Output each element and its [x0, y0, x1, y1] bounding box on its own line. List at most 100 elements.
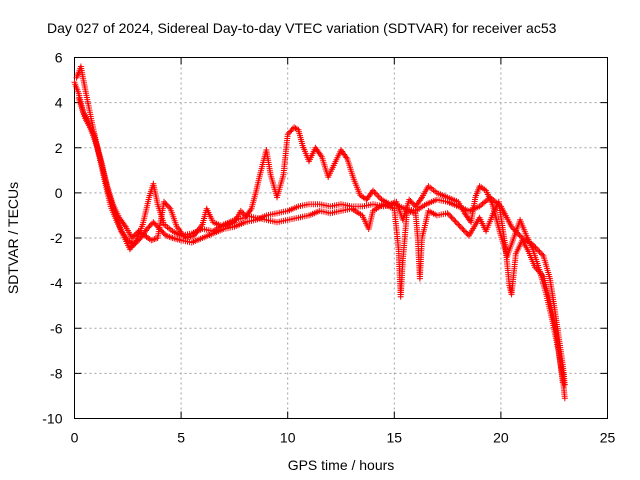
- data-point: [523, 232, 535, 251]
- data-point: [71, 79, 82, 95]
- data-point: [380, 201, 396, 211]
- tick-labels: 0 5 10 15 20 25 -10 -8 -6 -4 -2 0 2 4 6: [42, 50, 615, 446]
- data-point: [529, 246, 542, 271]
- data-point: [391, 205, 402, 251]
- data-point: [433, 189, 449, 200]
- data-point: [483, 187, 495, 206]
- data-point: [306, 208, 321, 219]
- data-point: [203, 205, 216, 224]
- data-point: [274, 217, 289, 226]
- data-point: [316, 201, 332, 209]
- series-track-c: [75, 95, 566, 386]
- data-point: [444, 198, 460, 209]
- y-tick-label: -6: [50, 320, 63, 336]
- data-point: [188, 235, 204, 246]
- data-point: [561, 395, 568, 402]
- data-point: [540, 253, 553, 280]
- data-point: [532, 264, 546, 278]
- data-point: [312, 144, 324, 159]
- data-point: [210, 219, 225, 229]
- data-point: [455, 198, 467, 215]
- data-point: [359, 201, 374, 210]
- data-point: [476, 183, 488, 193]
- data-point: [274, 173, 286, 201]
- data-point: [284, 204, 300, 214]
- plot-frame: [74, 57, 608, 419]
- data-point: [425, 207, 439, 218]
- data-point: [109, 201, 122, 219]
- x-tick-label: 25: [600, 430, 616, 446]
- data-point: [387, 199, 398, 208]
- data-point: [397, 259, 406, 300]
- y-tick-label: 4: [55, 95, 63, 111]
- data-point: [126, 238, 139, 253]
- data-point: [423, 197, 439, 208]
- data-point: [167, 205, 180, 228]
- data-point: [455, 221, 471, 238]
- data-point: [150, 180, 161, 206]
- data-point: [416, 237, 425, 282]
- data-point: [280, 133, 291, 178]
- data-point: [546, 275, 557, 307]
- data-point: [378, 196, 392, 207]
- data-point: [295, 212, 310, 221]
- data-point: [495, 198, 508, 246]
- data-point: [107, 203, 120, 224]
- data-point: [412, 210, 421, 239]
- data-point: [344, 156, 357, 181]
- y-tick-label: -4: [50, 275, 63, 291]
- data-point: [154, 201, 167, 241]
- y-tick-label: -8: [50, 365, 63, 381]
- data-point: [444, 210, 460, 227]
- data-point: [472, 185, 482, 201]
- data-point: [419, 210, 431, 241]
- data-point: [468, 196, 478, 226]
- y-tick-label: -10: [42, 411, 62, 427]
- y-tick-label: 0: [55, 185, 63, 201]
- x-tick-label: 0: [71, 430, 79, 446]
- data-point: [237, 207, 247, 217]
- data-point: [461, 210, 473, 224]
- data-point: [284, 125, 296, 138]
- data-point: [425, 183, 439, 195]
- data-point: [399, 210, 410, 264]
- data-point: [316, 207, 332, 216]
- data-point: [82, 115, 96, 136]
- data-point: [529, 241, 546, 258]
- data-point: [517, 216, 529, 237]
- data-point: [75, 95, 88, 120]
- data-point: [465, 216, 482, 239]
- data-point: [519, 237, 531, 253]
- data-point: [444, 194, 460, 205]
- y-tick-label: -2: [50, 230, 63, 246]
- chart-title: Day 027 of 2024, Sidereal Day-to-day VTE…: [47, 20, 557, 36]
- data-point: [338, 206, 353, 214]
- data-point: [139, 196, 152, 228]
- data-point: [263, 147, 274, 176]
- data-point: [502, 241, 513, 287]
- data-point: [77, 63, 88, 90]
- data-point: [412, 195, 424, 210]
- data-point: [82, 86, 95, 122]
- data-point: [220, 220, 236, 230]
- data-point: [274, 208, 289, 217]
- data-point: [284, 215, 300, 223]
- y-axis-label: SDTVAR / TECUs: [5, 182, 21, 294]
- data-point: [248, 191, 259, 212]
- series-track-a: [71, 79, 568, 388]
- data-point: [350, 176, 363, 197]
- data-point: [116, 214, 128, 229]
- data-point: [370, 187, 384, 202]
- data-point: [291, 124, 300, 132]
- data-point: [169, 228, 183, 238]
- data-point: [553, 329, 564, 366]
- x-tick-label: 5: [177, 430, 185, 446]
- data-point: [263, 216, 278, 225]
- data-point: [318, 153, 331, 179]
- data-point: [508, 252, 519, 298]
- x-axis-label: GPS time / hours: [288, 457, 395, 473]
- data-point: [542, 289, 555, 321]
- data-point: [173, 223, 188, 240]
- data-point: [295, 126, 306, 147]
- y-tick-label: 2: [55, 140, 63, 156]
